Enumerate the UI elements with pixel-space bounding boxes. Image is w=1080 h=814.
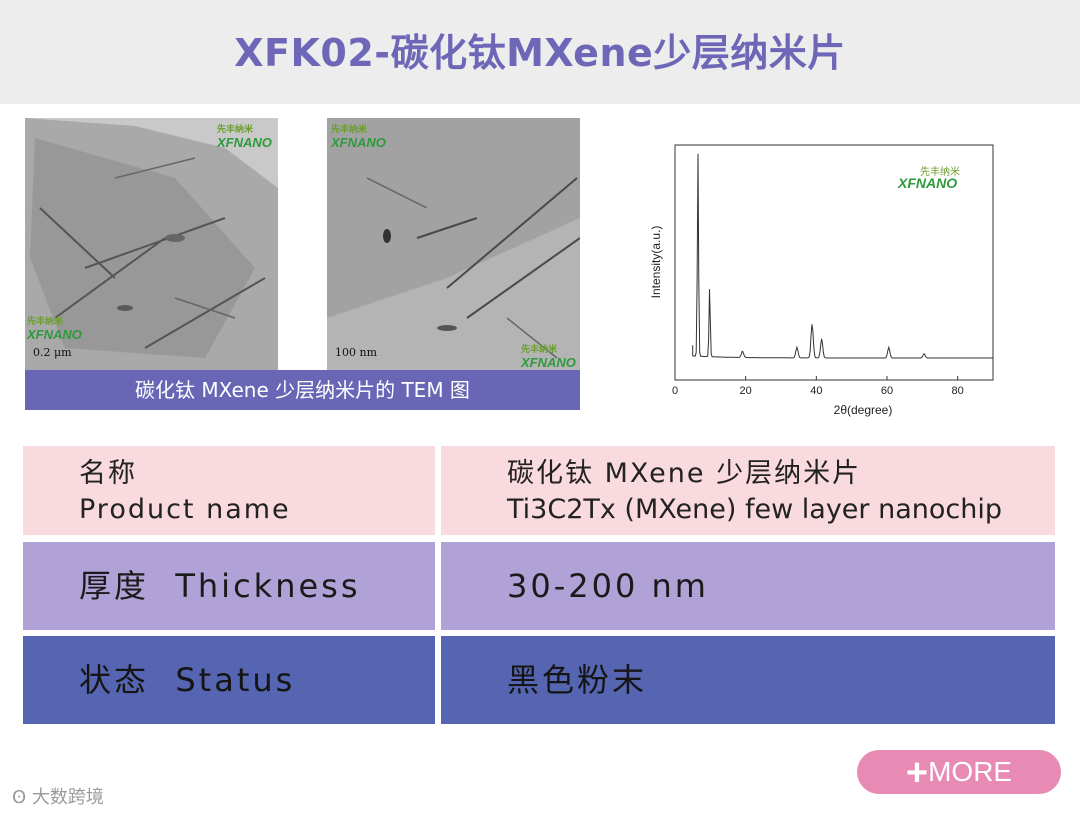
row-value: 黑色粉末 <box>441 636 1055 724</box>
row-value: 碳化钛 MXene 少层纳米片 Ti3C2Tx (MXene) few layer… <box>441 446 1055 535</box>
weibo-icon: ʘ <box>12 787 27 808</box>
table-row-thickness: 厚度 Thickness 30-200 nm <box>23 542 1055 630</box>
chart-logo-cn: 先丰纳米 <box>920 165 960 178</box>
watermark-logo: 先丰纳米 XFNANO <box>27 316 82 342</box>
scale-bar-label: 0.2 μm <box>33 346 72 359</box>
header-bar <box>0 0 1080 104</box>
y-axis-label: Intensity(a.u.) <box>649 226 663 299</box>
chart-logo-en: XFNANO <box>897 175 957 191</box>
x-tick-label: 20 <box>740 385 752 397</box>
x-tick-label: 0 <box>672 385 678 397</box>
x-axis-label: 2θ(degree) <box>834 403 893 417</box>
plus-icon: + <box>905 752 929 794</box>
row-label: 厚度 Thickness <box>23 542 435 630</box>
xrd-chart: 0 20 40 60 80 2θ(degree) Intensity(a.u.) 先丰纳… <box>620 130 1060 430</box>
row-label: 名称 Product name <box>23 446 435 535</box>
table-row-status: 状态 Status 黑色粉末 <box>23 636 1055 724</box>
row-value: 30-200 nm <box>441 542 1055 630</box>
plot-frame <box>674 144 994 381</box>
page-title: XFK02-碳化钛MXene少层纳米片 <box>234 31 846 75</box>
watermark-text: ʘ 大数跨境 <box>12 787 104 808</box>
scale-bar-label: 100 nm <box>335 346 378 359</box>
tem-image-right: 先丰纳米 XFNANO 先丰纳米 XFNANO 100 nm <box>327 118 580 370</box>
more-button[interactable]: +MORE <box>857 750 1061 794</box>
tem-image-left: 先丰纳米 XFNANO 先丰纳米 XFNANO 0.2 μm <box>25 118 278 370</box>
tem-caption: 碳化钛 MXene 少层纳米片的 TEM 图 <box>25 370 580 410</box>
watermark-logo: 先丰纳米 XFNANO <box>521 344 576 370</box>
series-line <box>692 153 993 359</box>
watermark-logo: 先丰纳米 XFNANO <box>217 124 272 150</box>
x-axis-ticks: 0 20 40 60 80 <box>672 376 964 397</box>
x-tick-label: 80 <box>952 385 964 397</box>
table-row-product-name: 名称 Product name 碳化钛 MXene 少层纳米片 Ti3C2Tx (M… <box>23 446 1055 535</box>
xrd-chart-svg: 0 20 40 60 80 2θ(degree) Intensity(a.u.) 先丰纳… <box>649 144 994 417</box>
x-tick-label: 60 <box>881 385 893 397</box>
row-label: 状态 Status <box>23 636 435 724</box>
x-tick-label: 40 <box>810 385 822 397</box>
watermark-logo: 先丰纳米 XFNANO <box>331 124 386 150</box>
